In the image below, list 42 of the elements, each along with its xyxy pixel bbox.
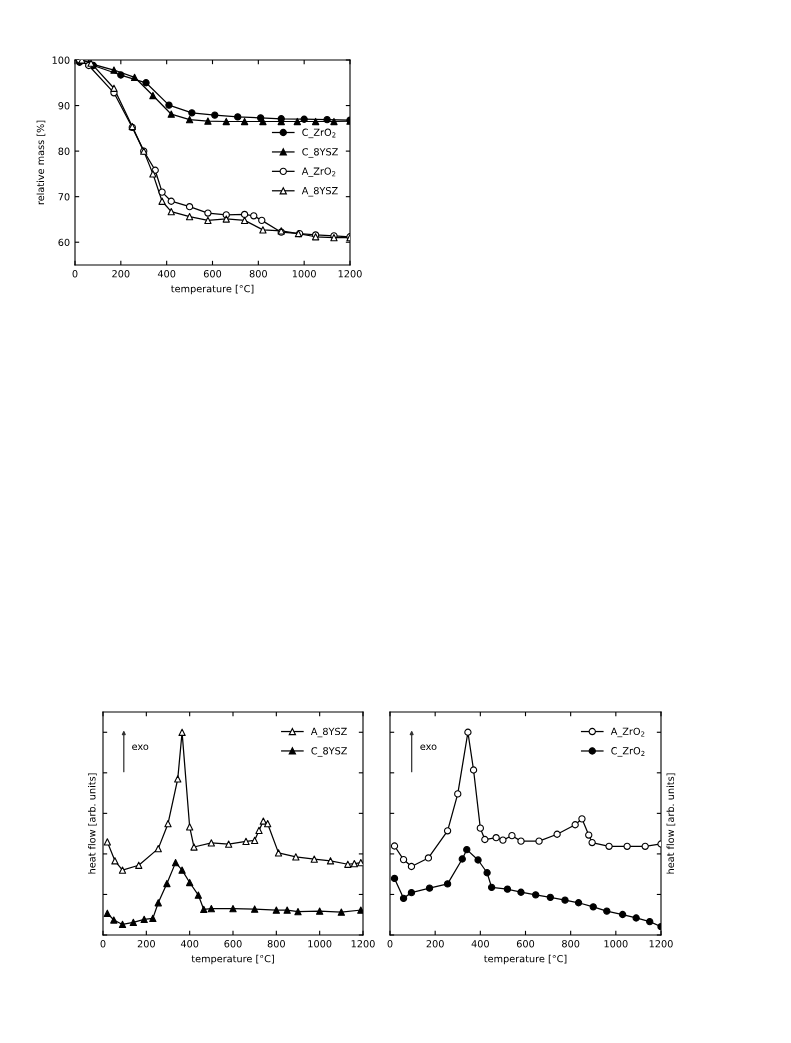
y-axis-title: heat flow [arb. units] bbox=[88, 773, 97, 874]
x-axis-title: temperature [°C] bbox=[191, 954, 274, 965]
x-tick-label: 600 bbox=[516, 940, 535, 948]
annotation: exo bbox=[132, 744, 149, 751]
x-tick-label: 0 bbox=[387, 940, 393, 948]
legend-label: C_8YSZ bbox=[311, 747, 348, 757]
x-tick-label: 600 bbox=[224, 940, 242, 948]
legend-label: A_ZrO$_{2}$ bbox=[301, 167, 336, 177]
x-tick-label: 800 bbox=[267, 940, 285, 948]
y-axis-title: relative mass [%] bbox=[36, 120, 46, 205]
y-axis-title: heat flow [arb. units] bbox=[666, 773, 676, 874]
x-tick-label: 1000 bbox=[292, 270, 316, 278]
legend-label: C_ZrO$_{2}$ bbox=[302, 128, 336, 139]
x-tick-label: 400 bbox=[471, 940, 489, 948]
legend-label: A_8YSZ bbox=[310, 727, 347, 738]
x-tick-label: 1200 bbox=[351, 940, 375, 948]
legend-label: A_ZrO$_{2}$ bbox=[610, 727, 645, 738]
x-tick-label: 1200 bbox=[649, 940, 673, 948]
x-tick-label: 400 bbox=[157, 270, 176, 278]
y-tick-label: 80 bbox=[58, 147, 70, 155]
legend-label: A_8YSZ bbox=[301, 186, 338, 197]
x-axis-title: temperature [°C] bbox=[171, 284, 254, 295]
legend-label: C_8YSZ bbox=[302, 148, 338, 158]
x-tick-label: 200 bbox=[426, 940, 444, 948]
x-tick-label: 600 bbox=[203, 270, 222, 278]
x-tick-label: 0 bbox=[100, 940, 106, 948]
x-tick-label: 1200 bbox=[338, 270, 362, 278]
x-tick-label: 200 bbox=[112, 270, 130, 278]
x-tick-label: 800 bbox=[562, 940, 580, 948]
legend-label: C_ZrO$_{2}$ bbox=[611, 747, 645, 757]
y-tick-label: 90 bbox=[58, 102, 70, 110]
x-axis-title: temperature [°C] bbox=[484, 954, 567, 965]
x-tick-label: 0 bbox=[72, 270, 78, 278]
y-tick-label: 100 bbox=[52, 56, 70, 64]
y-tick-label: 60 bbox=[58, 238, 70, 247]
x-tick-label: 200 bbox=[137, 940, 155, 948]
y-tick-label: 70 bbox=[58, 193, 70, 201]
x-tick-label: 1000 bbox=[604, 940, 628, 948]
annotation: exo bbox=[420, 744, 437, 751]
x-tick-label: 400 bbox=[180, 940, 199, 948]
x-tick-label: 1000 bbox=[308, 940, 332, 948]
x-tick-label: 800 bbox=[249, 270, 267, 278]
